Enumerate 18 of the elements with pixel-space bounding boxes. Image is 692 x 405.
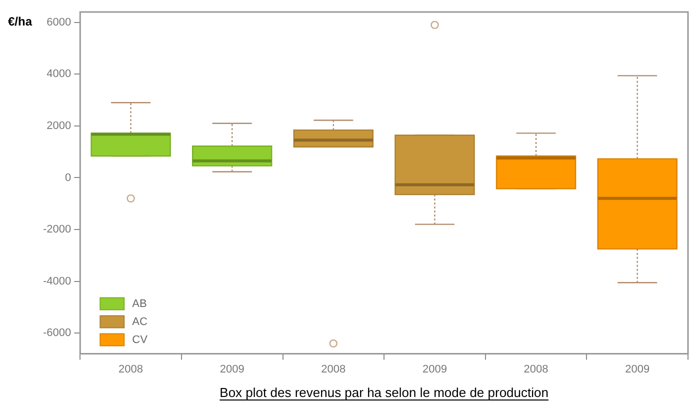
x-tick-label: 2008 bbox=[321, 363, 346, 376]
legend-label: CV bbox=[132, 334, 148, 346]
legend-label: AB bbox=[132, 298, 147, 310]
x-tick-label: 2008 bbox=[524, 363, 548, 376]
y-tick-label: -2000 bbox=[42, 224, 72, 236]
y-tick-label: -4000 bbox=[42, 275, 72, 288]
y-tick-label: -6000 bbox=[42, 327, 72, 340]
y-tick-label: 0 bbox=[65, 172, 72, 184]
x-tick-label: 2009 bbox=[625, 363, 650, 376]
y-tick-label: 6000 bbox=[46, 16, 72, 28]
y-axis-title: €/ha bbox=[8, 14, 32, 28]
legend-label: AC bbox=[132, 316, 148, 328]
x-tick-label: 2008 bbox=[118, 363, 144, 376]
y-tick-label: 2000 bbox=[46, 120, 72, 132]
y-tick-label: 4000 bbox=[46, 68, 72, 80]
text: Box plot des revenus par ha selon le mode de production bbox=[220, 385, 548, 400]
x-tick-label: 2009 bbox=[422, 363, 447, 376]
x-tick-label: 2009 bbox=[220, 363, 244, 376]
